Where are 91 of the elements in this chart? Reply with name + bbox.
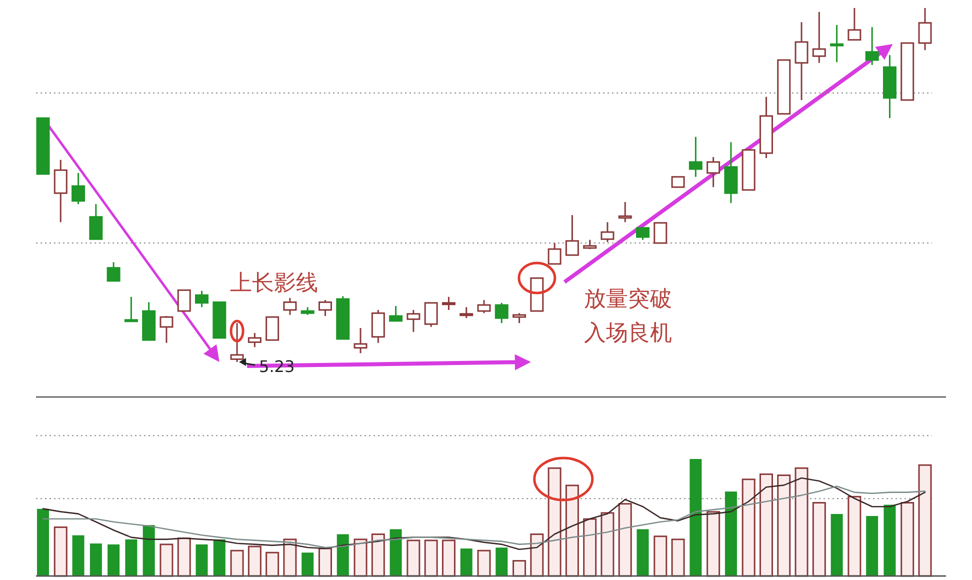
candlestick [830,24,844,63]
candlestick [54,159,68,223]
bar [777,474,791,577]
bar [230,550,244,577]
bar [530,533,544,577]
candlestick [195,290,209,308]
bar [108,544,120,576]
bar [302,552,314,576]
candlestick [406,309,420,333]
bar [742,478,756,577]
bar [142,525,155,576]
bar [442,540,456,577]
bar [583,518,597,577]
candlestick [318,299,332,317]
bar [283,538,297,577]
bar [918,464,932,577]
bar [390,529,402,576]
candlestick [477,299,491,314]
candlestick [124,296,138,323]
annotation: 放量突破 [584,287,672,312]
bar [671,538,685,577]
candlestick [918,7,932,51]
bar [248,546,262,577]
bar [794,467,808,577]
bar [565,484,579,577]
candlestick [283,297,297,316]
bar [177,538,191,577]
bar [125,539,138,576]
bar [354,538,368,577]
bar [548,467,562,577]
bar [72,535,84,576]
candlestick [512,312,526,324]
candlestick [248,332,262,348]
bar [213,539,226,576]
candlestick [266,316,280,341]
annotation: 入场良机 [584,321,672,346]
candlestick [371,309,385,344]
candlestick [548,242,562,265]
annotation: 上长影线 [230,271,318,296]
candlestick [865,26,879,66]
bar [618,503,632,577]
bar [460,548,472,576]
bar [424,540,438,577]
bar [196,544,208,576]
bar [512,560,526,577]
candlestick [354,327,368,354]
bar [900,502,914,577]
candlestick [89,203,103,240]
candlestick [494,302,508,324]
bar [812,502,826,577]
bar [371,533,385,577]
candlestick [636,227,650,241]
bar [54,526,68,577]
candlestick [848,7,862,41]
bar [636,529,649,576]
bar [848,496,862,577]
candlestick [389,305,403,322]
candlestick [72,172,86,205]
candlestick [671,176,685,188]
candlestick [600,221,614,243]
bar [600,512,614,577]
candlestick [460,306,474,319]
bar [477,550,491,577]
bar [866,516,878,576]
bar [160,544,174,577]
candlestick [106,261,120,282]
bar [654,536,668,577]
bar [690,459,702,576]
bar [884,504,896,576]
bar [496,548,508,576]
candlestick [812,11,826,64]
candlestick [688,136,702,178]
candlestick [442,296,456,311]
candlestick [794,21,808,101]
bar [724,492,737,576]
bar [318,548,332,577]
candlestick [618,201,632,223]
candlestick [654,222,668,244]
candlestick [565,214,579,256]
candlestick [424,302,438,328]
candlestick [177,289,191,312]
bar [759,473,773,577]
bar [706,511,720,577]
bar [90,543,102,576]
candlestick [706,156,720,188]
bar [830,514,843,576]
annotation: 5.23 [259,357,295,376]
candlestick [160,315,174,344]
bar [266,552,280,577]
bar [406,540,420,577]
bar [336,534,349,576]
